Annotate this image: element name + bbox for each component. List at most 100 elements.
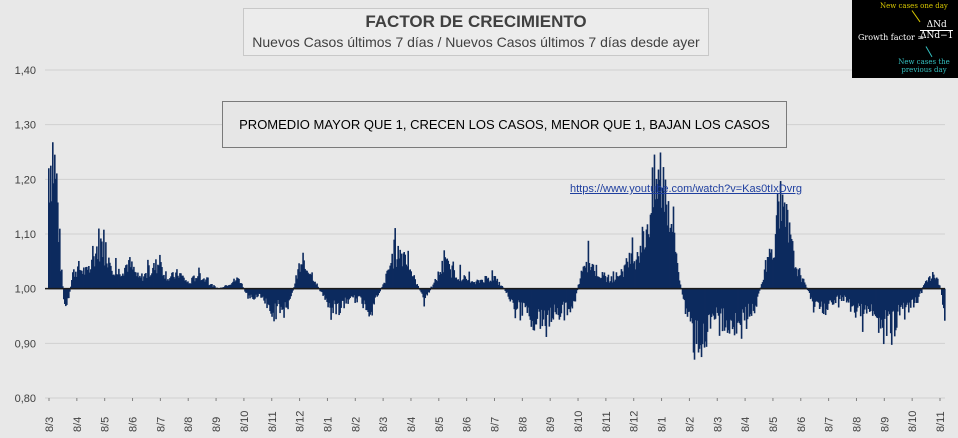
bar — [288, 288, 290, 301]
bar — [423, 288, 426, 307]
bar — [213, 285, 215, 290]
formula-bottom-note-1: New cases the — [898, 58, 950, 66]
y-tick-label: 1,40 — [15, 65, 36, 77]
bar — [588, 263, 591, 290]
bar — [133, 266, 135, 290]
growth-factor-formula: New cases one day Growth factor = ΔNd ΔN… — [852, 0, 958, 78]
bar — [902, 288, 905, 303]
bar — [898, 288, 901, 316]
bar — [510, 288, 513, 299]
bar — [463, 275, 466, 290]
bar — [126, 264, 128, 290]
bar — [740, 288, 743, 339]
bar — [354, 288, 356, 303]
bar — [846, 288, 849, 301]
bar — [295, 275, 297, 290]
bar — [427, 288, 430, 293]
x-tick-label: 8/1 — [322, 417, 334, 432]
bar — [713, 288, 716, 320]
bar — [551, 288, 554, 318]
bar — [885, 288, 888, 336]
bar — [327, 288, 329, 308]
bar — [904, 288, 907, 308]
y-tick-label: 0,80 — [15, 393, 36, 405]
bar — [285, 288, 287, 308]
bar — [535, 288, 538, 325]
x-tick-label: 8/4 — [406, 417, 418, 432]
bar — [815, 288, 818, 301]
bar — [517, 288, 520, 301]
bar — [439, 272, 442, 290]
bar — [140, 277, 142, 290]
bar — [855, 288, 858, 312]
bar — [780, 221, 783, 290]
bar — [51, 201, 53, 290]
bar — [940, 288, 943, 296]
bar — [54, 154, 56, 290]
bar — [193, 275, 195, 290]
bar — [695, 288, 698, 345]
bar — [154, 270, 156, 290]
formula-bottom-note-2: previous day — [901, 66, 947, 74]
bar — [57, 202, 59, 290]
bar — [809, 288, 812, 300]
bar — [630, 253, 633, 290]
bar — [941, 288, 944, 305]
bar — [356, 288, 358, 303]
bar — [496, 278, 499, 290]
bar — [194, 281, 196, 290]
bar — [764, 260, 767, 290]
bar — [899, 288, 902, 307]
x-tick-label: 8/9 — [879, 417, 891, 432]
bar — [887, 288, 890, 312]
bar — [641, 226, 644, 290]
bar — [724, 288, 727, 328]
bar — [458, 281, 461, 290]
bar — [113, 274, 115, 290]
bar — [943, 288, 946, 321]
bar — [543, 288, 546, 311]
bar — [761, 282, 764, 290]
bar — [733, 288, 736, 336]
bar — [621, 271, 624, 290]
x-tick-label: 8/5 — [768, 417, 780, 432]
bar — [259, 288, 261, 294]
x-tick-label: 8/4 — [740, 417, 752, 432]
bar — [810, 288, 813, 298]
bar — [651, 167, 654, 290]
bar — [203, 278, 205, 290]
bar — [519, 288, 522, 321]
x-tick-label: 8/9 — [545, 417, 557, 432]
bar — [670, 223, 673, 290]
bar — [105, 242, 107, 290]
bar — [368, 288, 370, 317]
bar — [801, 278, 804, 290]
bar — [373, 288, 375, 305]
youtube-link[interactable]: https://www.youtube.com/watch?v=Kas0tIxD… — [570, 183, 803, 195]
bar — [690, 288, 693, 319]
bar — [96, 246, 98, 290]
bar — [765, 271, 768, 290]
bar — [540, 288, 543, 310]
bar — [908, 288, 911, 303]
bar — [189, 283, 191, 290]
bar — [880, 288, 883, 320]
bar — [456, 279, 459, 290]
bar — [404, 254, 406, 290]
bar — [891, 288, 894, 312]
bar — [521, 288, 524, 316]
bar — [930, 278, 933, 290]
bar — [866, 288, 869, 307]
bar — [291, 288, 293, 293]
bar — [912, 288, 915, 308]
bar — [163, 274, 165, 290]
bar — [97, 259, 99, 290]
bar — [565, 288, 568, 303]
bar — [377, 288, 379, 296]
bar — [793, 268, 796, 290]
bar — [568, 288, 571, 310]
bar — [860, 288, 863, 304]
bar — [309, 273, 311, 290]
bar — [171, 272, 173, 290]
bar — [838, 288, 841, 300]
